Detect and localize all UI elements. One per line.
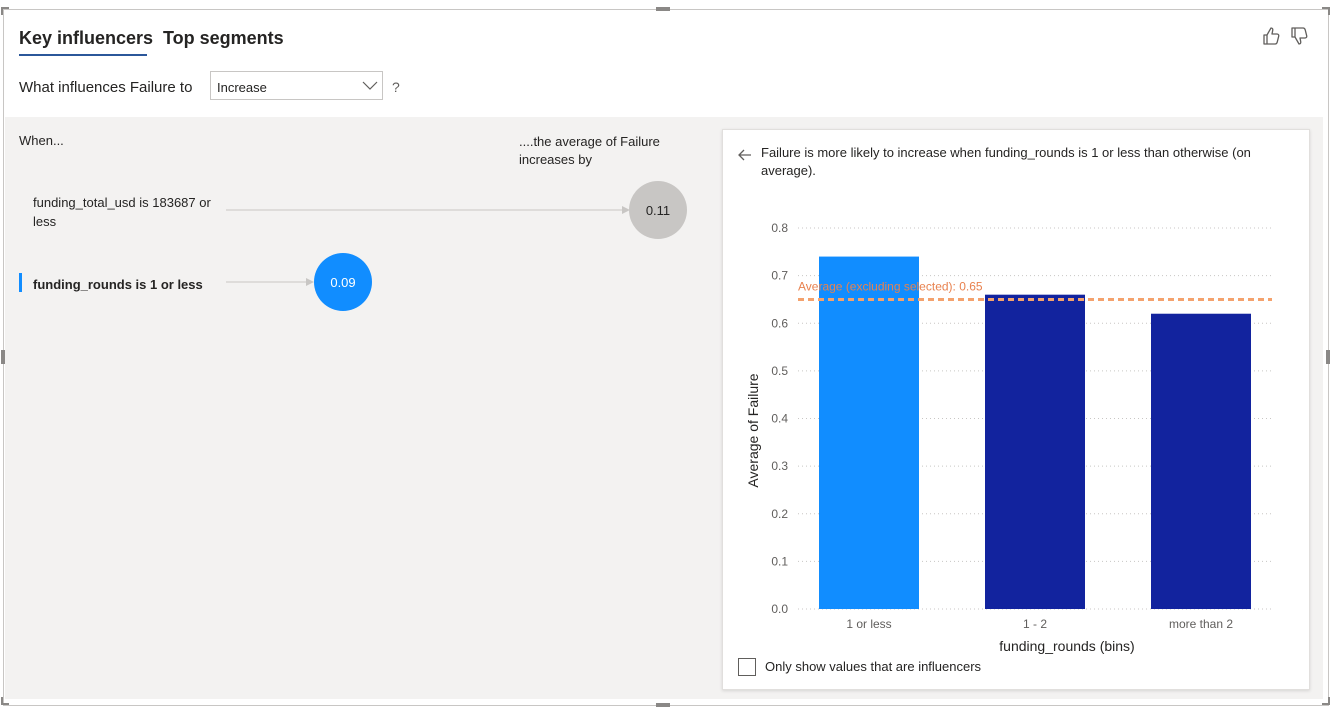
only-influencers-checkbox-label: Only show values that are influencers [765,659,982,674]
resize-handle-bottom-right[interactable] [1322,697,1330,705]
active-tab-underline [19,54,147,56]
y-tick-label: 0.0 [771,602,788,616]
y-tick-label: 0.7 [771,269,788,283]
y-axis-title: Average of Failure [745,373,761,487]
influencer-connectors: 0.11 0.09 [226,181,687,311]
x-axis-title: funding_rounds (bins) [999,638,1134,654]
average-increase-header: ....the average of Failure increases by [519,134,660,167]
y-tick-label: 0.5 [771,364,788,378]
influencer-value-funding-rounds: 0.09 [330,275,355,290]
resize-handle-right[interactable] [1326,350,1330,364]
influence-direction-dropdown[interactable]: Increase [210,71,383,100]
influencer-explanation: Failure is more likely to increase when … [761,145,1251,178]
tab-key-influencers[interactable]: Key influencers [19,28,154,48]
bar-1-or-less [819,256,919,609]
influence-question-label: What influences Failure to [19,79,193,96]
bar-1-2 [985,294,1085,609]
help-icon[interactable]: ? [392,79,400,95]
chevron-down-icon [362,81,378,90]
influencer-bubble-funding-total-usd[interactable] [629,181,687,239]
y-tick-label: 0.4 [771,412,788,426]
selected-influencer-indicator [19,273,22,292]
when-header: When... [19,133,64,148]
thumbs-down-icon[interactable] [1290,26,1310,46]
y-tick-label: 0.2 [771,507,788,521]
influencer-value-funding-total-usd: 0.11 [646,203,670,218]
tab-top-segments[interactable]: Top segments [163,28,284,48]
y-tick-label: 0.1 [771,554,788,568]
influencer-connector-arrow [306,278,314,286]
resize-handle-bottom[interactable] [656,703,670,707]
resize-handle-left[interactable] [1,350,5,364]
resize-handle-top-left[interactable] [1,7,9,15]
only-influencers-checkbox[interactable] [738,658,756,676]
x-tick-label: 1 - 2 [1023,617,1047,631]
failure-by-funding-rounds-chart: 0.0 0.1 0.2 0.3 0.4 0.5 0.6 0.7 0.8 1 or less 1 - … [745,221,1272,654]
average-reference-label: Average (excluding selected): 0.65 [798,279,983,293]
influencer-label-funding-rounds[interactable]: funding_rounds is 1 or less [33,277,203,292]
back-arrow-icon[interactable] [736,146,754,164]
thumbs-up-icon[interactable] [1262,26,1282,46]
resize-handle-top-right[interactable] [1322,7,1330,15]
dropdown-selected-value: Increase [217,80,267,95]
influencer-label-funding-total-usd[interactable]: funding_total_usd is 183687 or less [33,195,211,229]
influencer-connector-arrow [622,206,630,214]
y-tick-label: 0.8 [771,221,788,235]
y-tick-label: 0.3 [771,459,788,473]
x-tick-label: more than 2 [1169,617,1233,631]
influencer-bubble-funding-rounds[interactable] [314,253,372,311]
y-tick-label: 0.6 [771,316,788,330]
x-tick-label: 1 or less [846,617,891,631]
resize-handle-top[interactable] [656,7,670,11]
bar-more-than-2 [1151,313,1251,609]
resize-handle-bottom-left[interactable] [1,697,9,705]
